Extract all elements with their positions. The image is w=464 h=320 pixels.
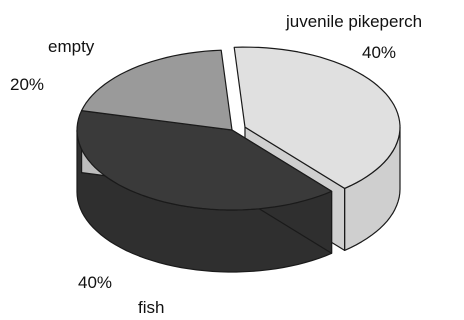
pie-top-faces — [76, 46, 401, 211]
value-label-juvenile-pikeperch: 40% — [362, 43, 396, 62]
slice-juvenile-pikeperch — [233, 46, 401, 189]
label-fish: fish — [138, 298, 164, 317]
label-juvenile-pikeperch: juvenile pikeperch — [285, 12, 422, 31]
value-label-empty: 20% — [10, 75, 44, 94]
value-label-fish: 40% — [78, 273, 112, 292]
slice-fish — [76, 110, 333, 211]
label-empty: empty — [48, 37, 95, 56]
slice-empty — [81, 49, 233, 131]
